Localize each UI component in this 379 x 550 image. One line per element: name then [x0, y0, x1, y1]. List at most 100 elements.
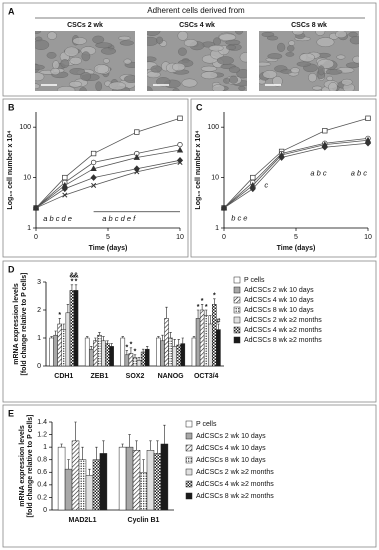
cell — [239, 52, 247, 63]
cell — [285, 52, 295, 57]
y-tick-label: 1.4 — [37, 419, 47, 426]
error-bar — [90, 346, 93, 350]
cell — [124, 75, 135, 83]
legend-swatch — [185, 480, 193, 488]
cell — [108, 81, 126, 91]
annotation: * — [205, 304, 208, 311]
x-tick-label: OCT3/4 — [194, 373, 219, 380]
annotation: * — [130, 342, 133, 349]
cell — [200, 65, 218, 72]
marker — [33, 205, 39, 211]
bar — [85, 475, 94, 511]
cell — [352, 55, 359, 64]
legend-label: AdCSCs 8 wk 10 days — [196, 457, 266, 464]
bar — [207, 323, 213, 367]
cell — [156, 36, 164, 44]
x-tick-label: 5 — [106, 234, 110, 241]
annotation: & — [73, 273, 78, 280]
error-bar — [98, 332, 101, 336]
annotation: & — [69, 273, 74, 280]
cell — [123, 58, 132, 65]
error-bar — [196, 309, 200, 319]
marker — [62, 174, 68, 181]
x-tick-label: SOX2 — [126, 373, 145, 380]
micrograph — [147, 31, 247, 91]
y-axis-label: [fold change relative to P cells] — [21, 273, 28, 376]
panel-a-title: Adherent cells derived from — [147, 6, 245, 15]
cell — [100, 47, 117, 55]
bar — [118, 446, 127, 511]
error-bar — [169, 332, 172, 338]
error-bar — [70, 284, 74, 291]
annotation: * — [134, 349, 137, 356]
bar — [125, 446, 134, 511]
cell — [335, 31, 347, 39]
bar — [101, 340, 106, 367]
marker — [177, 142, 183, 148]
error-bar — [102, 336, 105, 341]
cell — [35, 31, 42, 34]
cell — [177, 31, 189, 41]
y-axis-label: mRNA expression levels — [19, 425, 26, 507]
y-tick-label: 1.2 — [37, 431, 47, 438]
annotation: a b c d e — [43, 214, 72, 223]
bar — [61, 329, 67, 367]
x-tick-label: 0 — [222, 234, 226, 241]
bar — [212, 304, 217, 367]
marker — [177, 115, 183, 121]
bar — [144, 348, 150, 367]
annotation: a b c d e f — [102, 214, 136, 223]
cell — [72, 37, 87, 45]
legend-label: AdCSCs 8 wk ≥2 months — [244, 337, 322, 344]
legend-swatch — [233, 286, 241, 294]
cell — [217, 56, 234, 65]
marker — [250, 174, 256, 181]
marker — [176, 157, 184, 164]
bar — [120, 337, 126, 367]
x-tick-label: MAD2L1 — [68, 517, 96, 524]
annotation: # — [216, 318, 220, 325]
bar — [64, 468, 73, 511]
panel-frame — [2, 2, 377, 97]
bar — [160, 340, 165, 367]
cell — [266, 35, 279, 41]
error-bar — [128, 434, 131, 448]
error-bar — [213, 298, 216, 305]
error-bar — [192, 336, 196, 338]
legend-swatch — [185, 468, 193, 476]
cell — [287, 45, 295, 52]
cell — [336, 54, 346, 60]
y-tick-label: 0.4 — [37, 482, 47, 489]
annotation: b c e — [231, 213, 247, 222]
error-bar — [125, 350, 129, 355]
bar — [168, 337, 173, 367]
cell — [200, 71, 218, 80]
y-tick-label: 0.2 — [37, 494, 47, 501]
error-bar — [67, 459, 70, 470]
bar — [172, 346, 177, 367]
cell — [35, 83, 40, 90]
bar — [57, 323, 63, 367]
cell — [35, 72, 45, 82]
marker — [61, 185, 68, 193]
cell — [47, 31, 57, 40]
cell — [57, 86, 76, 91]
legend-label: AdCSCs 4 wk 10 days — [196, 445, 266, 452]
error-bar — [205, 309, 208, 316]
cell — [183, 39, 198, 47]
marker — [177, 159, 183, 165]
bar — [124, 354, 130, 367]
micrograph — [35, 31, 135, 91]
error-bar — [209, 315, 212, 324]
cell — [147, 56, 157, 62]
y-tick-label: 0.6 — [37, 469, 47, 476]
error-bar — [58, 318, 61, 324]
legend-label: AdCSCs 2 wk 10 days — [244, 287, 314, 294]
panel-label: A — [8, 6, 15, 16]
legend-swatch — [233, 326, 241, 334]
cell — [308, 72, 317, 83]
error-bar — [141, 348, 145, 352]
cell — [290, 67, 300, 74]
marker — [90, 174, 97, 181]
